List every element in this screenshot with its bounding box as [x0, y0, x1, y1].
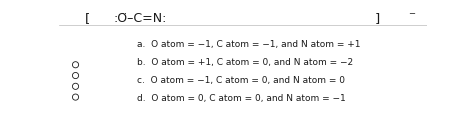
- Text: :Ö–C=N:: :Ö–C=N:: [114, 12, 167, 25]
- Text: [: [: [85, 12, 91, 25]
- Text: b.  O atom = +1, C atom = 0, and N atom = −2: b. O atom = +1, C atom = 0, and N atom =…: [137, 58, 354, 67]
- Text: d.  O atom = 0, C atom = 0, and N atom = −1: d. O atom = 0, C atom = 0, and N atom = …: [137, 94, 346, 103]
- Text: a.  O atom = −1, C atom = −1, and N atom = +1: a. O atom = −1, C atom = −1, and N atom …: [137, 40, 361, 49]
- Text: c.  O atom = −1, C atom = 0, and N atom = 0: c. O atom = −1, C atom = 0, and N atom =…: [137, 76, 346, 85]
- Text: −: −: [408, 9, 415, 18]
- Text: ]: ]: [374, 12, 380, 25]
